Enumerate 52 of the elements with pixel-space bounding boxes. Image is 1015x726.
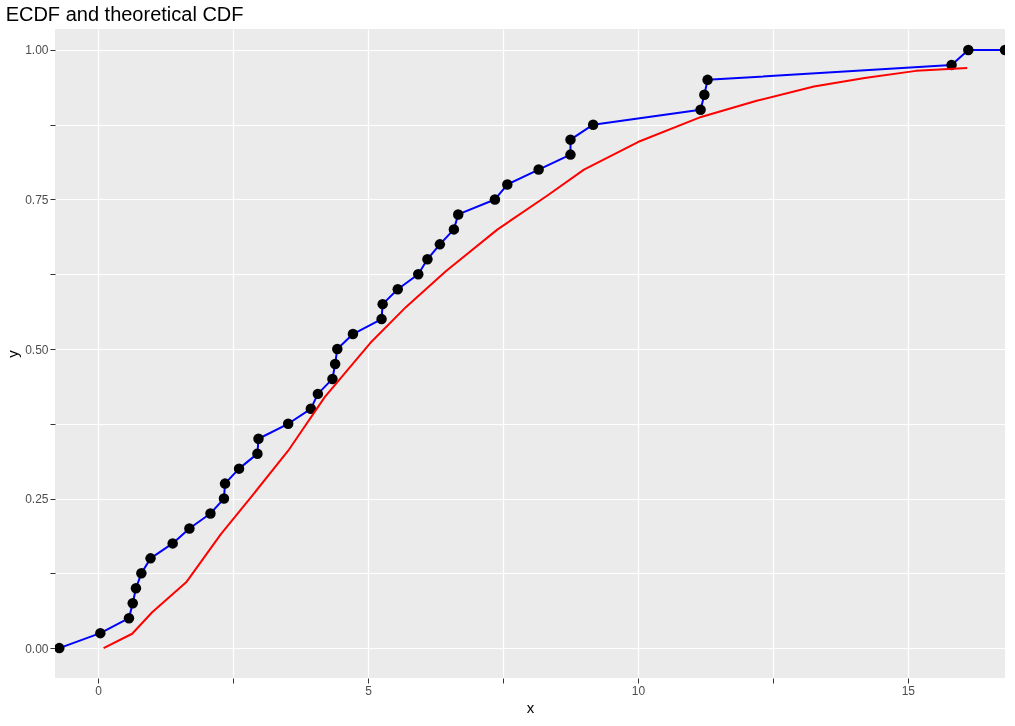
point [252,448,263,459]
point [332,343,343,355]
point [695,104,706,115]
point [502,179,513,190]
point [219,478,231,489]
x-tick-label: 0 [95,683,103,698]
y-tick-label: 0.25 [25,492,49,507]
point [253,433,264,444]
point [145,553,156,564]
y-tick-label: 0.00 [25,641,49,656]
point [377,298,388,310]
point [327,373,338,385]
point [489,194,501,205]
point [533,164,544,175]
x-axis-title: x [526,698,535,716]
point [702,74,713,86]
point [963,44,974,56]
point [305,403,317,415]
point [167,538,178,549]
point [565,134,576,145]
point [565,149,576,160]
point [127,598,138,609]
point [347,328,359,340]
point [205,508,216,519]
x-tick-label: 5 [365,683,373,698]
point [422,254,433,265]
point [699,89,710,101]
y-tick-label: 1.00 [25,43,49,58]
point [130,583,142,594]
chart-title: ECDF and theoretical CDF [5,3,244,25]
point [312,388,324,400]
x-tick-label: 10 [631,683,646,698]
point [282,418,294,430]
x-tick-label: 15 [901,683,916,698]
point [587,119,599,130]
point [448,224,460,235]
point [95,627,106,639]
y-tick-label: 0.75 [25,192,49,207]
point [434,239,446,250]
point [376,313,387,325]
point [123,612,135,624]
point [55,642,65,654]
point [413,269,424,280]
point [392,283,403,295]
point [233,463,245,474]
point [218,493,230,504]
point [329,358,341,370]
point [452,209,464,220]
point [136,568,147,579]
y-axis-title: y [4,349,22,358]
y-tick-label: 0.50 [25,342,49,357]
point [184,523,195,534]
